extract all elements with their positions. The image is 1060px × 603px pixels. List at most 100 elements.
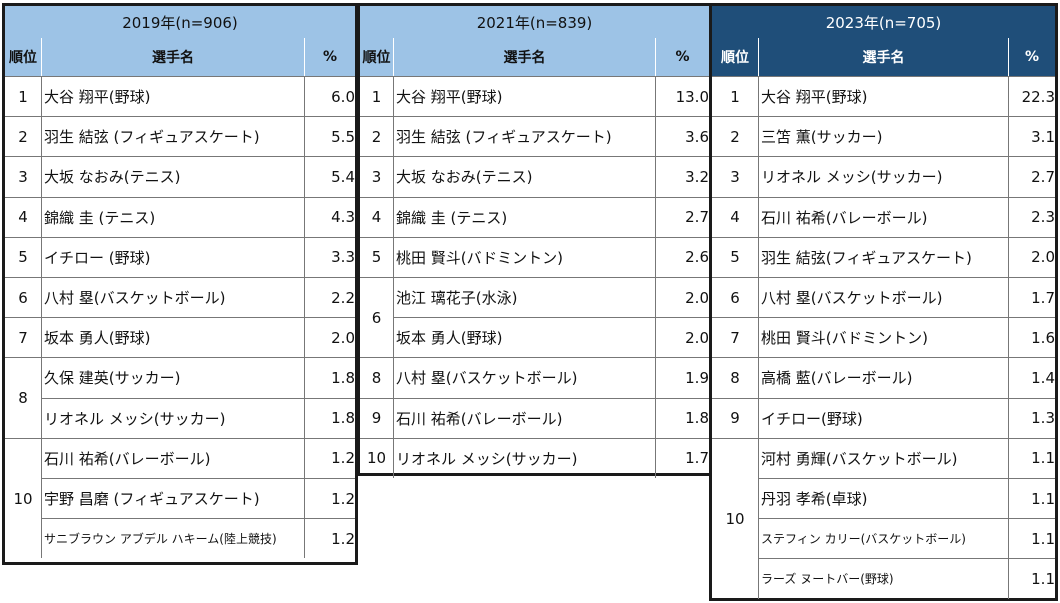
percentage-cell: 2.7: [656, 196, 709, 237]
table-row: 八村 塁(バスケットボール) 2.2: [5, 277, 355, 318]
percentage-cell: 1.7: [656, 437, 709, 478]
athlete-name-cell: 高橋 藍(バレーボール): [759, 357, 1009, 398]
table-2023: 2023年(n=705) 順位 選手名 % 1 2 3 4 5 6 7 8 9 10 大谷 翔平(野…: [709, 3, 1058, 601]
name-header: 選手名: [759, 38, 1009, 76]
table-row: サニブラウン アブデル ハキーム(陸上競技) 1.2: [5, 518, 355, 559]
rank-cell: 2: [712, 116, 759, 157]
pct-header: %: [322, 49, 338, 65]
athlete-name-cell: 錦織 圭 (テニス): [394, 196, 656, 237]
percentage-cell: 1.1: [1009, 478, 1055, 518]
rank-cell: 6: [360, 277, 394, 358]
table-row: リオネル メッシ(サッカー) 2.7: [712, 156, 1055, 197]
table-title: 2023年(n=705): [712, 6, 1055, 38]
athlete-name-cell: 大谷 翔平(野球): [759, 76, 1009, 117]
percentage-cell: 1.8: [305, 397, 355, 438]
table-row: 大谷 翔平(野球) 6.0: [5, 76, 355, 117]
table-row: 大谷 翔平(野球) 13.0: [360, 76, 709, 117]
athlete-name-cell: ステフィン カリー(バスケットボール): [759, 518, 1009, 559]
table-header: 順位 選手名 %: [5, 38, 355, 76]
table-title: 2019年(n=906): [5, 6, 355, 38]
percentage-cell: 13.0: [656, 76, 709, 116]
rank-cell: 3: [712, 156, 759, 197]
percentage-cell: 3.6: [656, 116, 709, 156]
name-header: 選手名: [42, 38, 305, 76]
table-row: 高橋 藍(バレーボール) 1.4: [712, 357, 1055, 398]
table-row: イチロー(野球) 1.3: [712, 397, 1055, 438]
table-header: 順位 選手名 %: [360, 38, 709, 76]
percentage-cell: 1.1: [1009, 437, 1055, 478]
percentage-cell: 2.0: [1009, 236, 1055, 277]
rank-cell: 2: [360, 116, 394, 157]
rank-cell: 5: [712, 236, 759, 277]
rank-cell: 4: [5, 196, 42, 237]
table-row: 石川 祐希(バレーボール) 1.2: [5, 437, 355, 478]
percentage-cell: 22.3: [1009, 76, 1055, 116]
percentage-cell: 2.2: [305, 277, 355, 317]
table-row: 三笘 薫(サッカー) 3.1: [712, 116, 1055, 157]
rank-cell: 4: [712, 196, 759, 237]
rank-cell: 5: [360, 236, 394, 277]
athlete-name-cell: 坂本 勇人(野球): [42, 317, 305, 358]
rank-cell: 7: [5, 317, 42, 358]
rank-cell: 9: [712, 397, 759, 438]
percentage-cell: 1.1: [1009, 558, 1055, 598]
athlete-name-cell: 錦織 圭 (テニス): [42, 196, 305, 237]
table-row: 羽生 結弦 (フィギュアスケート) 3.6: [360, 116, 709, 157]
percentage-cell: 6.0: [305, 76, 355, 116]
table-2021: 2021年(n=839) 順位 選手名 % 1 2 3 4 5 6 8 9 10 大谷 翔平(野球…: [357, 3, 712, 478]
rank-cell: 1: [712, 76, 759, 117]
rank-header: 順位: [5, 38, 42, 76]
table-row: 大谷 翔平(野球) 22.3: [712, 76, 1055, 117]
rank-cell: 3: [5, 156, 42, 197]
rank-cell: 4: [360, 196, 394, 237]
percentage-cell: 1.1: [1009, 518, 1055, 558]
rank-cell: 6: [5, 277, 42, 318]
table-row: 錦織 圭 (テニス) 2.7: [360, 196, 709, 237]
table-row: リオネル メッシ(サッカー) 1.8: [5, 397, 355, 438]
athlete-name-cell: イチロー(野球): [759, 397, 1009, 438]
rank-cell: 8: [5, 357, 42, 438]
percentage-cell: 5.5: [305, 116, 355, 156]
rank-cell: 1: [5, 76, 42, 117]
table-row: 八村 塁(バスケットボール) 1.9: [360, 357, 709, 398]
table-row: 石川 祐希(バレーボール) 1.8: [360, 397, 709, 438]
athlete-name-cell: 羽生 結弦 (フィギュアスケート): [394, 116, 656, 157]
table-row: 羽生 結弦 (フィギュアスケート) 5.5: [5, 116, 355, 157]
percentage-cell: 2.3: [1009, 196, 1055, 237]
percentage-cell: 1.8: [656, 397, 709, 438]
percentage-cell: 3.1: [1009, 116, 1055, 156]
percentage-cell: 1.8: [305, 357, 355, 397]
rank-cell: 7: [712, 317, 759, 358]
table-row: 羽生 結弦(フィギュアスケート) 2.0: [712, 236, 1055, 277]
rank-cell: 8: [360, 357, 394, 398]
percentage-cell: 1.2: [305, 437, 355, 478]
athlete-name-cell: ラーズ ヌートバー(野球): [759, 558, 1009, 599]
table-row: ステフィン カリー(バスケットボール) 1.1: [712, 518, 1055, 559]
percentage-cell: 1.7: [1009, 277, 1055, 317]
table-row: 坂本 勇人(野球) 2.0: [360, 317, 709, 358]
athlete-name-cell: 大谷 翔平(野球): [42, 76, 305, 117]
table-row: 河村 勇輝(バスケットボール) 1.1: [712, 437, 1055, 478]
table-row: 坂本 勇人(野球) 2.0: [5, 317, 355, 358]
rank-cell: 8: [712, 357, 759, 398]
percentage-cell: 2.0: [656, 277, 709, 317]
athlete-name-cell: 久保 建英(サッカー): [42, 357, 305, 398]
table-row: 八村 塁(バスケットボール) 1.7: [712, 277, 1055, 318]
rank-cell: 9: [360, 397, 394, 438]
table-row: 石川 祐希(バレーボール) 2.3: [712, 196, 1055, 237]
athlete-name-cell: 石川 祐希(バレーボール): [42, 437, 305, 478]
table-row: ラーズ ヌートバー(野球) 1.1: [712, 558, 1055, 599]
rank-cell: 10: [360, 437, 394, 478]
rank-cell: 2: [5, 116, 42, 157]
rank-cell: 3: [360, 156, 394, 197]
rank-cell: 10: [5, 437, 42, 559]
percentage-cell: 3.3: [305, 236, 355, 277]
athlete-name-cell: 三笘 薫(サッカー): [759, 116, 1009, 157]
athlete-name-cell: 八村 塁(バスケットボール): [394, 357, 656, 398]
table-row: 久保 建英(サッカー) 1.8: [5, 357, 355, 398]
table-row: 丹羽 孝希(卓球) 1.1: [712, 478, 1055, 519]
percentage-cell: 2.7: [1009, 156, 1055, 196]
athlete-name-cell: リオネル メッシ(サッカー): [759, 156, 1009, 197]
athlete-name-cell: 桃田 賢斗(バドミントン): [394, 236, 656, 277]
table-2019: 2019年(n=906) 順位 選手名 % 1 2 3 4 5 6 7 8 10 大谷 翔平(野球…: [2, 3, 358, 565]
